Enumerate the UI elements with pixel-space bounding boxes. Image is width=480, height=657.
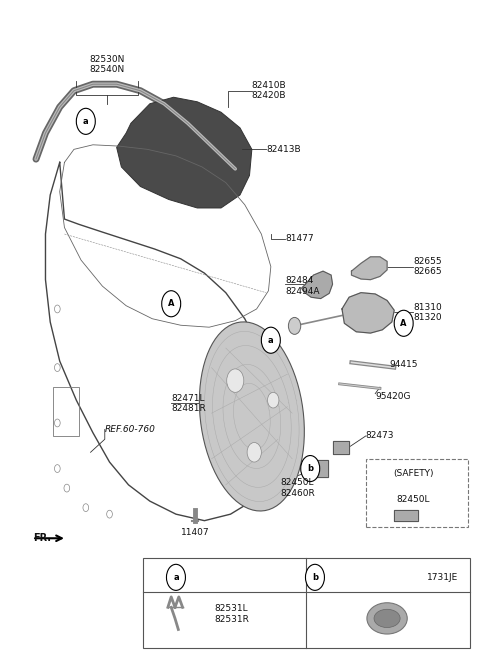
Polygon shape [309,460,328,477]
Circle shape [394,310,413,336]
Polygon shape [333,441,349,453]
Text: 82450L
82460R: 82450L 82460R [280,478,315,498]
Circle shape [162,290,180,317]
Circle shape [261,327,280,353]
Ellipse shape [367,602,407,634]
Text: REF.60-760: REF.60-760 [105,425,156,434]
Polygon shape [351,257,387,280]
Text: a: a [173,573,179,582]
Text: 1731JE: 1731JE [427,573,459,582]
Text: 81477: 81477 [285,234,314,243]
Text: 94415: 94415 [389,360,418,369]
Circle shape [288,317,301,334]
Text: 82531L
82531R: 82531L 82531R [214,604,249,623]
Text: b: b [312,573,318,582]
Text: 82655
82665: 82655 82665 [413,257,442,277]
Text: 82471L
82481R: 82471L 82481R [171,394,206,413]
Bar [53,387,79,436]
Text: 82484
82494A: 82484 82494A [285,277,320,296]
Ellipse shape [374,609,400,627]
Text: 82473: 82473 [366,432,394,440]
Polygon shape [342,292,394,333]
Circle shape [305,564,324,591]
Text: 11407: 11407 [180,528,209,537]
Text: b: b [307,464,313,473]
Text: FR.: FR. [34,533,52,543]
Text: 82450L: 82450L [396,495,430,504]
Circle shape [167,564,185,591]
Text: A: A [168,299,174,308]
Text: 81310
81320: 81310 81320 [413,302,442,322]
Polygon shape [301,271,333,298]
Circle shape [247,443,261,462]
Text: 82530N
82540N: 82530N 82540N [89,55,125,74]
Circle shape [76,108,96,135]
Circle shape [301,455,320,482]
Text: 95420G: 95420G [375,392,411,401]
Text: (SAFETY): (SAFETY) [393,468,433,478]
Polygon shape [117,97,252,208]
Circle shape [227,369,244,392]
Circle shape [267,392,279,408]
Polygon shape [394,510,418,521]
Text: 82410B
82420B: 82410B 82420B [252,81,287,101]
Bar [143,558,470,648]
Text: A: A [400,319,407,328]
Text: a: a [83,117,89,126]
Text: 82413B: 82413B [266,145,300,154]
Polygon shape [199,322,304,511]
Text: a: a [268,336,274,345]
Bar [366,459,468,527]
